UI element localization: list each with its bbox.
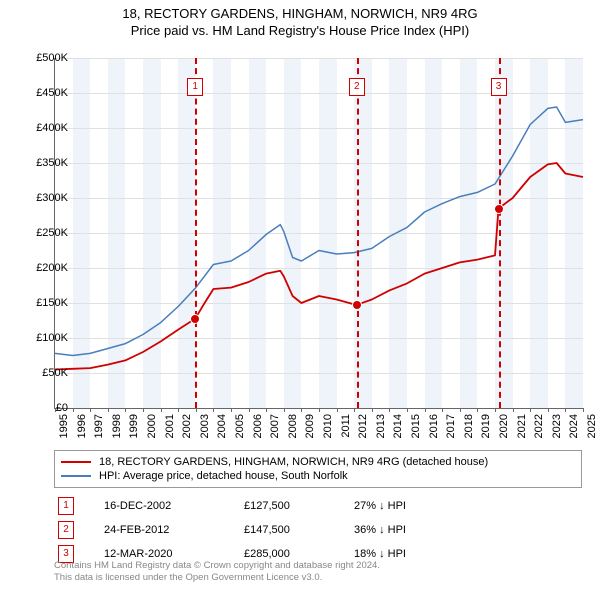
x-tick <box>213 408 214 412</box>
x-tick <box>73 408 74 412</box>
x-tick <box>460 408 461 412</box>
legend-swatch <box>61 461 91 463</box>
x-tick <box>90 408 91 412</box>
sales-row: 2 24-FEB-2012 £147,500 36% ↓ HPI <box>54 518 582 542</box>
legend: 18, RECTORY GARDENS, HINGHAM, NORWICH, N… <box>54 450 582 488</box>
x-tick <box>389 408 390 412</box>
y-axis-label: £250K <box>22 227 68 239</box>
x-tick <box>530 408 531 412</box>
plot-area: 1 2 3 <box>54 58 583 409</box>
x-tick <box>108 408 109 412</box>
chart-lines <box>55 58 583 408</box>
sales-marker-box: 1 <box>58 497 74 515</box>
sales-marker-box: 2 <box>58 521 74 539</box>
x-tick <box>372 408 373 412</box>
sales-diff: 18% ↓ HPI <box>354 548 474 560</box>
sales-date: 16-DEC-2002 <box>74 500 244 512</box>
y-axis-label: £500K <box>22 52 68 64</box>
x-tick <box>143 408 144 412</box>
x-tick <box>196 408 197 412</box>
marker-label-box: 2 <box>349 78 365 96</box>
sales-date: 24-FEB-2012 <box>74 524 244 536</box>
footer-line2: This data is licensed under the Open Gov… <box>54 572 582 584</box>
x-tick <box>583 408 584 412</box>
marker-vline <box>499 58 501 408</box>
legend-swatch <box>61 475 91 477</box>
y-axis-label: £350K <box>22 157 68 169</box>
legend-label: HPI: Average price, detached house, Sout… <box>99 470 348 482</box>
sales-price: £127,500 <box>244 500 354 512</box>
x-tick <box>178 408 179 412</box>
x-tick <box>425 408 426 412</box>
sales-diff: 27% ↓ HPI <box>354 500 474 512</box>
sales-date: 12-MAR-2020 <box>74 548 244 560</box>
marker-label-box: 1 <box>187 78 203 96</box>
legend-item: HPI: Average price, detached house, Sout… <box>61 469 575 483</box>
x-tick <box>513 408 514 412</box>
y-axis-label: £50K <box>22 367 68 379</box>
x-tick <box>354 408 355 412</box>
x-tick <box>161 408 162 412</box>
y-axis-label: £0 <box>22 402 68 414</box>
title-subtitle: Price paid vs. HM Land Registry's House … <box>0 23 600 40</box>
series-line <box>55 107 583 356</box>
sales-diff: 36% ↓ HPI <box>354 524 474 536</box>
x-axis-label: 2025 <box>586 414 600 438</box>
legend-item: 18, RECTORY GARDENS, HINGHAM, NORWICH, N… <box>61 455 575 469</box>
y-axis-label: £150K <box>22 297 68 309</box>
y-axis-label: £450K <box>22 87 68 99</box>
y-axis-label: £100K <box>22 332 68 344</box>
x-tick <box>266 408 267 412</box>
sales-table: 1 16-DEC-2002 £127,500 27% ↓ HPI 2 24-FE… <box>54 494 582 566</box>
x-tick <box>125 408 126 412</box>
y-axis-label: £400K <box>22 122 68 134</box>
footer: Contains HM Land Registry data © Crown c… <box>54 560 582 584</box>
y-axis-label: £300K <box>22 192 68 204</box>
x-tick <box>565 408 566 412</box>
marker-dot <box>352 300 362 310</box>
marker-dot <box>190 314 200 324</box>
title-address: 18, RECTORY GARDENS, HINGHAM, NORWICH, N… <box>0 6 600 23</box>
x-tick <box>284 408 285 412</box>
x-tick <box>442 408 443 412</box>
x-tick <box>319 408 320 412</box>
footer-line1: Contains HM Land Registry data © Crown c… <box>54 560 582 572</box>
title-block: 18, RECTORY GARDENS, HINGHAM, NORWICH, N… <box>0 0 600 40</box>
x-tick <box>477 408 478 412</box>
sales-row: 1 16-DEC-2002 £127,500 27% ↓ HPI <box>54 494 582 518</box>
sales-price: £147,500 <box>244 524 354 536</box>
legend-label: 18, RECTORY GARDENS, HINGHAM, NORWICH, N… <box>99 456 488 468</box>
x-tick <box>301 408 302 412</box>
x-tick <box>231 408 232 412</box>
x-tick <box>337 408 338 412</box>
y-axis-label: £200K <box>22 262 68 274</box>
marker-vline <box>357 58 359 408</box>
marker-label-box: 3 <box>491 78 507 96</box>
marker-vline <box>195 58 197 408</box>
x-tick <box>407 408 408 412</box>
x-tick <box>249 408 250 412</box>
sales-price: £285,000 <box>244 548 354 560</box>
x-tick <box>495 408 496 412</box>
x-tick <box>548 408 549 412</box>
marker-dot <box>494 204 504 214</box>
chart-container: 18, RECTORY GARDENS, HINGHAM, NORWICH, N… <box>0 0 600 590</box>
